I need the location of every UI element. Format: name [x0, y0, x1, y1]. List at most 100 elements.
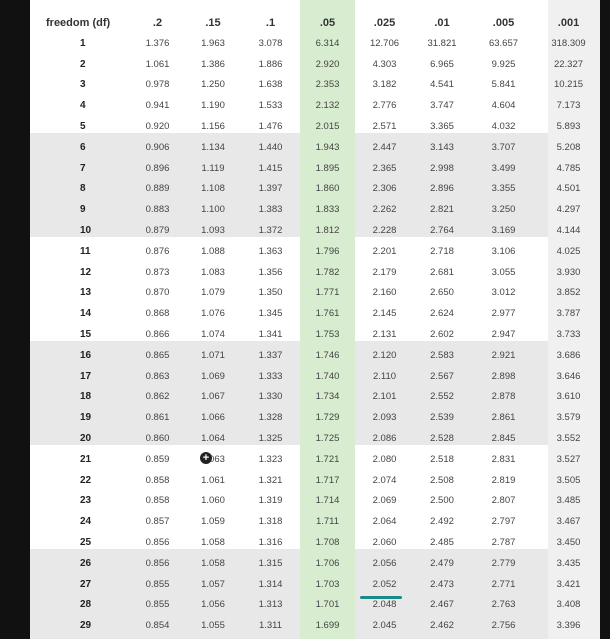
critical-value-cell: 1.076 — [201, 308, 225, 320]
header-alpha: .05 — [319, 17, 336, 29]
critical-value-cell: 2.365 — [372, 162, 397, 174]
critical-value-cell: 1.119 — [201, 162, 225, 174]
critical-value-cell: 2.787 — [491, 537, 516, 549]
critical-value-cell: 2.977 — [491, 308, 516, 320]
critical-value-cell: 1.699 — [315, 620, 340, 632]
table-header-row: freedom (df) .2 .15 .1 .05 .025 .01 .005… — [30, 0, 600, 33]
critical-value-cell: 1.064 — [201, 433, 225, 445]
critical-value-cell: 3.467 — [556, 516, 581, 528]
df-value: 21 — [80, 453, 92, 465]
critical-value-cell: 2.179 — [372, 266, 397, 278]
critical-value-cell: 6.314 — [315, 37, 340, 49]
critical-value-cell: 2.093 — [372, 412, 397, 424]
critical-value-cell: 2.920 — [315, 58, 340, 70]
critical-value-cell: 0.855 — [145, 599, 170, 611]
critical-value-cell: 0.870 — [145, 287, 170, 299]
critical-value-cell: 3.250 — [491, 204, 516, 216]
critical-value-cell: 1.093 — [201, 225, 225, 237]
critical-value-cell: 3.686 — [556, 349, 581, 361]
critical-value-cell: 1.321 — [258, 474, 283, 486]
table-row: 15 0.866 1.074 1.341 1.753 2.131 2.602 2.947 3.7… — [30, 324, 600, 345]
critical-value-cell: 2.819 — [491, 474, 516, 486]
critical-value-cell: 1.476 — [258, 121, 283, 133]
t-distribution-table: freedom (df) .2 .15 .1 .05 .025 .01 .005… — [30, 0, 600, 639]
critical-value-cell: 3.747 — [430, 100, 454, 112]
critical-value-cell: 1.088 — [201, 245, 225, 257]
table-row: 2 1.061 1.386 1.886 2.920 4.303 6.965 9.925 22.3… — [30, 54, 600, 75]
critical-value-cell: 1.337 — [258, 349, 283, 361]
critical-value-cell: 1.740 — [315, 370, 340, 382]
critical-value-cell: 0.860 — [145, 433, 170, 445]
critical-value-cell: 1.812 — [315, 225, 340, 237]
critical-value-cell: 63.657 — [488, 37, 519, 49]
df-value: 10 — [80, 225, 92, 237]
critical-value-cell: 2.861 — [491, 412, 516, 424]
header-df-label: freedom (df) — [46, 17, 111, 29]
critical-value-cell: 3.552 — [556, 433, 581, 445]
critical-value-cell: 1.323 — [258, 453, 283, 465]
critical-value-cell: 1.943 — [315, 141, 340, 153]
table-row: 25 0.856 1.058 1.316 1.708 2.060 2.485 2.787 3.4… — [30, 532, 600, 553]
critical-value-cell: 2.262 — [372, 204, 397, 216]
table-row: 4 0.941 1.190 1.533 2.132 2.776 3.747 4.604 7.17… — [30, 95, 600, 116]
critical-value-cell: 0.856 — [145, 537, 170, 549]
critical-value-cell: 0.858 — [145, 474, 170, 486]
critical-value-cell: 1.108 — [201, 183, 225, 195]
critical-value-cell: 3.078 — [258, 37, 283, 49]
critical-value-cell: 0.941 — [145, 100, 170, 112]
critical-value-cell: 1.701 — [315, 599, 340, 611]
critical-value-cell: 4.785 — [556, 162, 581, 174]
df-value: 6 — [80, 141, 86, 153]
critical-value-cell: 3.485 — [556, 495, 581, 507]
critical-value-cell: 4.541 — [430, 79, 454, 91]
table-row: 9 0.883 1.100 1.383 1.833 2.262 2.821 3.250 4.29… — [30, 199, 600, 220]
critical-value-cell: 1.963 — [201, 37, 225, 49]
table-row: 19 0.861 1.066 1.328 1.729 2.093 2.539 2.861 3.5… — [30, 407, 600, 428]
critical-value-cell: 2.145 — [372, 308, 397, 320]
critical-value-cell: 2.492 — [430, 516, 454, 528]
critical-value-cell: 2.160 — [372, 287, 397, 299]
critical-value-cell: 2.447 — [372, 141, 397, 153]
critical-value-cell: 0.920 — [145, 121, 170, 133]
critical-value-cell: 2.567 — [430, 370, 454, 382]
df-value: 13 — [80, 287, 92, 299]
df-value: 12 — [80, 266, 92, 278]
critical-value-cell: 2.060 — [372, 537, 397, 549]
critical-value-cell: 6.965 — [430, 58, 454, 70]
critical-value-cell: 2.064 — [372, 516, 397, 528]
table-row: 26 0.856 1.058 1.315 1.706 2.056 2.479 2.779 3.4… — [30, 553, 600, 574]
critical-value-cell: 1.717 — [315, 474, 340, 486]
critical-value-cell: 2.771 — [491, 578, 516, 590]
critical-value-cell: 2.539 — [430, 412, 454, 424]
critical-value-cell: 1.356 — [258, 266, 283, 278]
table-row: 10 0.879 1.093 1.372 1.812 2.228 2.764 3.169 4.1… — [30, 220, 600, 241]
critical-value-cell: 2.947 — [491, 329, 516, 341]
critical-value-cell: 1.318 — [258, 516, 283, 528]
critical-value-cell: 3.435 — [556, 557, 581, 569]
critical-value-cell: 2.583 — [430, 349, 454, 361]
critical-value-cell: 3.169 — [491, 225, 516, 237]
critical-value-cell: 1.060 — [201, 495, 225, 507]
table-row: 17 0.863 1.069 1.333 1.740 2.110 2.567 2.898 3.6… — [30, 366, 600, 387]
table-row: 22 0.858 1.061 1.321 1.717 2.074 2.508 2.819 3.5… — [30, 470, 600, 491]
critical-value-cell: 1.057 — [201, 578, 225, 590]
critical-value-cell: 1.440 — [258, 141, 283, 153]
critical-value-cell: 1.314 — [258, 578, 283, 590]
table-row: 3 0.978 1.250 1.638 2.353 3.182 4.541 5.841 10.2… — [30, 75, 600, 96]
critical-value-cell: 3.499 — [491, 162, 516, 174]
critical-value-cell: 0.862 — [145, 391, 170, 403]
critical-value-cell: 0.868 — [145, 308, 170, 320]
critical-value-cell: 0.873 — [145, 266, 170, 278]
critical-value-cell: 4.144 — [556, 225, 581, 237]
critical-value-cell: 1.796 — [315, 245, 340, 257]
critical-value-cell: 3.421 — [556, 578, 581, 590]
critical-value-cell: 10.215 — [553, 79, 584, 91]
critical-value-cell: 1.250 — [201, 79, 225, 91]
critical-value-cell: 1.100 — [201, 204, 225, 216]
critical-value-cell: 2.878 — [491, 391, 516, 403]
critical-value-cell: 1.190 — [201, 100, 225, 112]
critical-value-cell: 1.350 — [258, 287, 283, 299]
critical-value-cell: 1.734 — [315, 391, 340, 403]
critical-value-cell: 1.074 — [201, 329, 225, 341]
critical-value-cell: 0.854 — [145, 620, 170, 632]
